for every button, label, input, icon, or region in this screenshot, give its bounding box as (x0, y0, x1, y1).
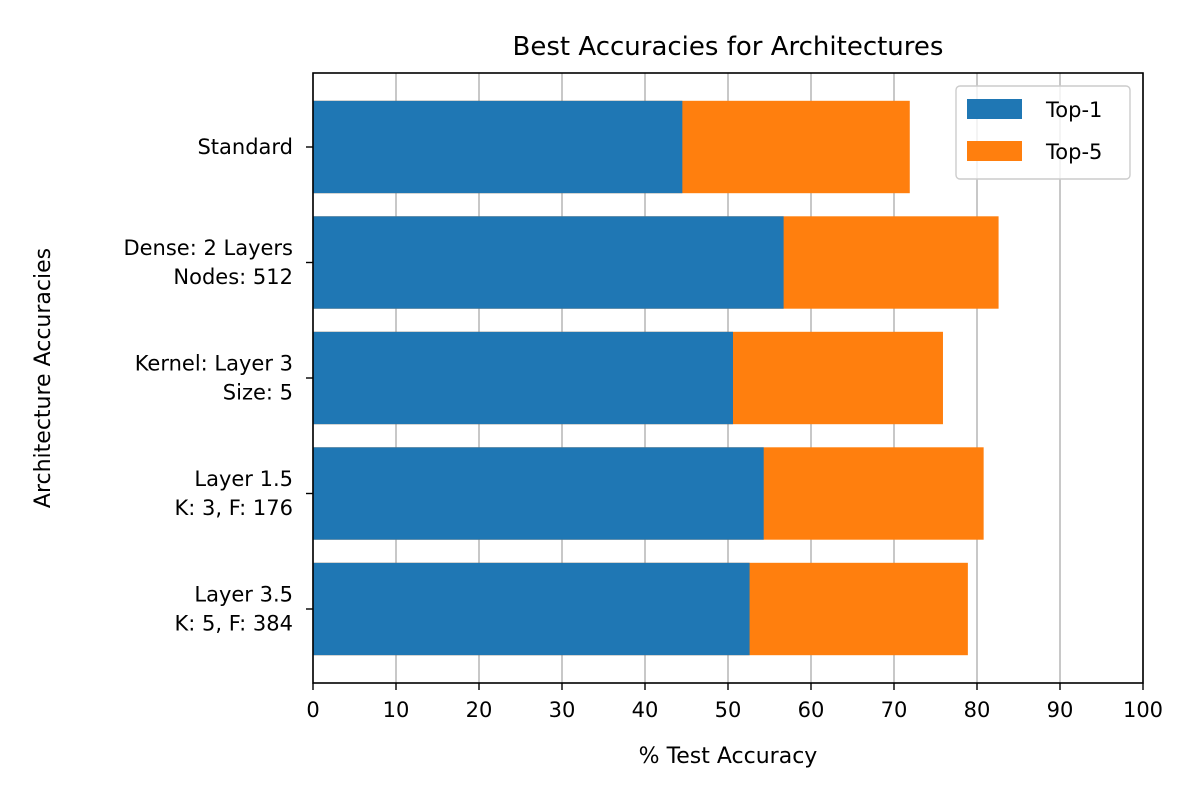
x-tick-label: 30 (549, 698, 576, 722)
legend-label-top-1: Top-1 (1045, 98, 1102, 122)
x-tick-label: 80 (964, 698, 991, 722)
x-tick-label: 20 (466, 698, 493, 722)
x-tick-label: 70 (881, 698, 908, 722)
x-tick-label: 40 (632, 698, 659, 722)
y-axis-label: Architecture Accuracies (31, 248, 56, 508)
bar-top-1-4 (313, 562, 750, 656)
chart-title: Best Accuracies for Architectures (513, 32, 944, 62)
legend-swatch-top-1 (967, 99, 1022, 119)
y-tick-label: Kernel: Layer 3 (135, 352, 293, 376)
y-tick-label: Size: 5 (223, 381, 293, 405)
x-axis-ticks: 0 10 20 30 40 50 60 70 80 90 100 (306, 683, 1163, 722)
y-tick-label: K: 5, F: 384 (174, 612, 293, 636)
bar-top-1-1 (313, 216, 784, 309)
y-axis-ticks: Standard Dense: 2 Layers Nodes: 512 Kernel:… (123, 135, 313, 636)
bars (313, 100, 999, 656)
x-tick-label: 60 (798, 698, 825, 722)
y-tick-label: Nodes: 512 (173, 265, 293, 289)
y-tick-label: K: 3, F: 176 (174, 496, 293, 520)
bar-top-1-0 (313, 100, 683, 194)
legend: Top-1 Top-5 (955, 85, 1131, 180)
legend-swatch-top-5 (967, 141, 1022, 161)
bar-top-1-2 (313, 331, 733, 425)
x-axis-label: % Test Accuracy (639, 744, 818, 769)
legend-label-top-5: Top-5 (1045, 140, 1102, 164)
x-tick-label: 100 (1123, 698, 1163, 722)
y-tick-label: Standard (197, 135, 293, 159)
y-tick-label: Layer 3.5 (194, 583, 293, 607)
x-tick-label: 90 (1047, 698, 1074, 722)
bar-top-1-3 (313, 447, 764, 540)
x-tick-label: 10 (383, 698, 410, 722)
y-tick-label: Dense: 2 Layers (123, 236, 293, 260)
y-tick-label: Layer 1.5 (194, 467, 293, 491)
x-tick-label: 50 (715, 698, 742, 722)
x-tick-label: 0 (306, 698, 319, 722)
